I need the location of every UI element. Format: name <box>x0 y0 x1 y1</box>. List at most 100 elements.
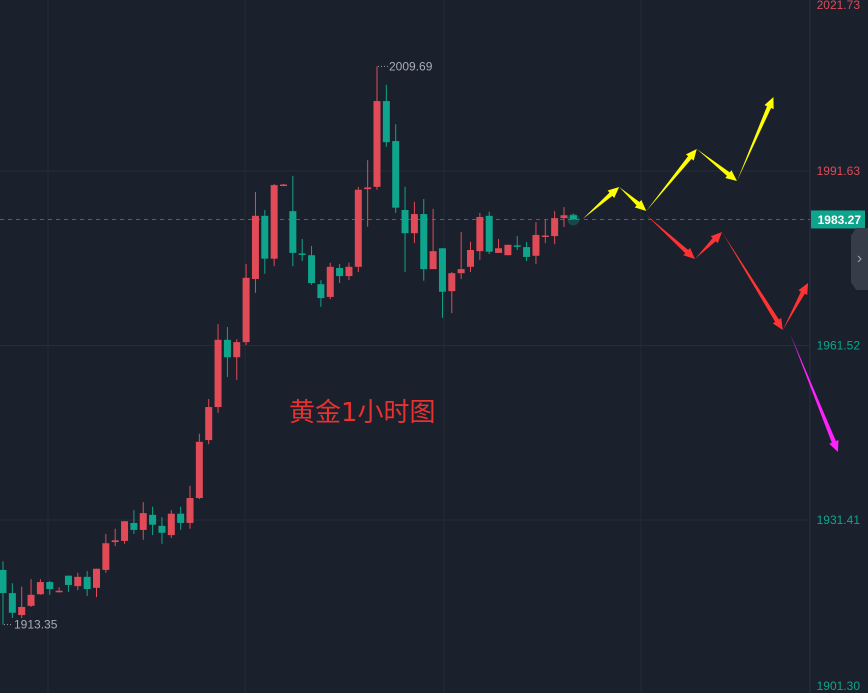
candle <box>336 263 344 284</box>
candle-body <box>130 522 138 530</box>
candle-body <box>523 247 531 257</box>
candle <box>139 502 147 540</box>
candle-body <box>420 214 428 270</box>
candle-body <box>392 141 400 208</box>
candle <box>261 210 269 274</box>
candle-body <box>448 273 456 292</box>
candle-body <box>438 248 446 292</box>
candle <box>495 238 503 253</box>
candle-body <box>177 513 185 523</box>
forecast-path <box>646 214 809 331</box>
forecast-path <box>790 334 839 453</box>
candle-body <box>354 189 362 267</box>
candle <box>364 160 372 227</box>
candle <box>401 186 409 273</box>
candle <box>354 186 362 273</box>
candle <box>46 580 54 595</box>
current-price-glow <box>567 213 580 226</box>
candle <box>158 517 166 544</box>
y-tick-label: 1931.41 <box>817 513 861 527</box>
candle <box>214 324 222 413</box>
candle-body <box>485 215 493 252</box>
y-tick-label: 2021.73 <box>817 0 861 12</box>
candle <box>130 510 138 534</box>
candle-body <box>251 215 259 279</box>
collapse-panel-button[interactable]: › <box>851 228 868 290</box>
candle-body <box>457 269 465 274</box>
trend-arrow <box>646 214 695 259</box>
candle-body <box>149 514 157 525</box>
candle <box>317 280 325 307</box>
candle-body <box>102 543 110 570</box>
candle-body <box>83 576 91 590</box>
candle <box>541 219 549 244</box>
candle <box>410 201 418 244</box>
candle <box>438 248 446 318</box>
candle <box>467 241 474 273</box>
candle <box>382 84 390 147</box>
candle-body <box>233 342 241 358</box>
chevron-right-icon: › <box>856 250 863 267</box>
candle-body <box>223 339 231 358</box>
candle-body <box>46 582 54 590</box>
candle <box>102 533 110 573</box>
candle-body <box>560 215 568 219</box>
candle <box>551 211 559 245</box>
candle-body <box>504 244 512 256</box>
high-price-label: 2009.69 <box>389 59 433 73</box>
candle <box>111 528 119 547</box>
candle-body <box>382 101 390 143</box>
candle <box>298 238 306 262</box>
candle-body <box>93 568 100 588</box>
candle <box>121 521 129 544</box>
candle-body <box>532 234 540 256</box>
candle <box>251 192 259 293</box>
candle-body <box>410 214 418 234</box>
candle <box>560 207 568 227</box>
trend-arrow <box>694 231 723 259</box>
candle <box>513 236 521 250</box>
candle <box>289 175 297 267</box>
trend-arrow <box>722 231 783 331</box>
forecast-path <box>582 97 774 219</box>
candle <box>345 262 353 281</box>
candle-body <box>242 277 250 343</box>
candle-body <box>289 211 297 253</box>
candle <box>504 244 512 256</box>
candle <box>569 214 577 220</box>
candle-body <box>55 590 63 593</box>
trend-arrow <box>736 97 774 181</box>
candle-body <box>541 235 549 238</box>
candle-body <box>551 218 559 237</box>
candle <box>167 510 175 539</box>
candle-body <box>467 250 474 267</box>
candle <box>242 263 250 346</box>
candle-body <box>111 540 119 543</box>
low-price-label: 1913.35 <box>14 618 58 632</box>
candle-body <box>364 187 372 190</box>
candle <box>205 398 213 445</box>
candle-body <box>0 569 7 594</box>
candle <box>448 272 456 314</box>
candle-body <box>36 582 44 595</box>
candle-body <box>495 248 503 253</box>
candle <box>93 568 100 598</box>
candle-body <box>429 251 437 270</box>
candle <box>186 485 194 529</box>
candle <box>233 339 241 380</box>
current-price-tag <box>811 210 865 229</box>
candle-body <box>167 513 175 536</box>
candle <box>429 208 437 270</box>
candle <box>195 433 203 500</box>
candle-body <box>214 339 222 408</box>
candle-body <box>195 441 203 499</box>
trend-arrow <box>790 334 839 453</box>
candle-body <box>261 215 269 259</box>
candle <box>457 232 465 279</box>
candle-body <box>280 184 287 187</box>
candle <box>420 199 428 281</box>
candle-body <box>74 576 82 587</box>
candle <box>373 66 381 190</box>
